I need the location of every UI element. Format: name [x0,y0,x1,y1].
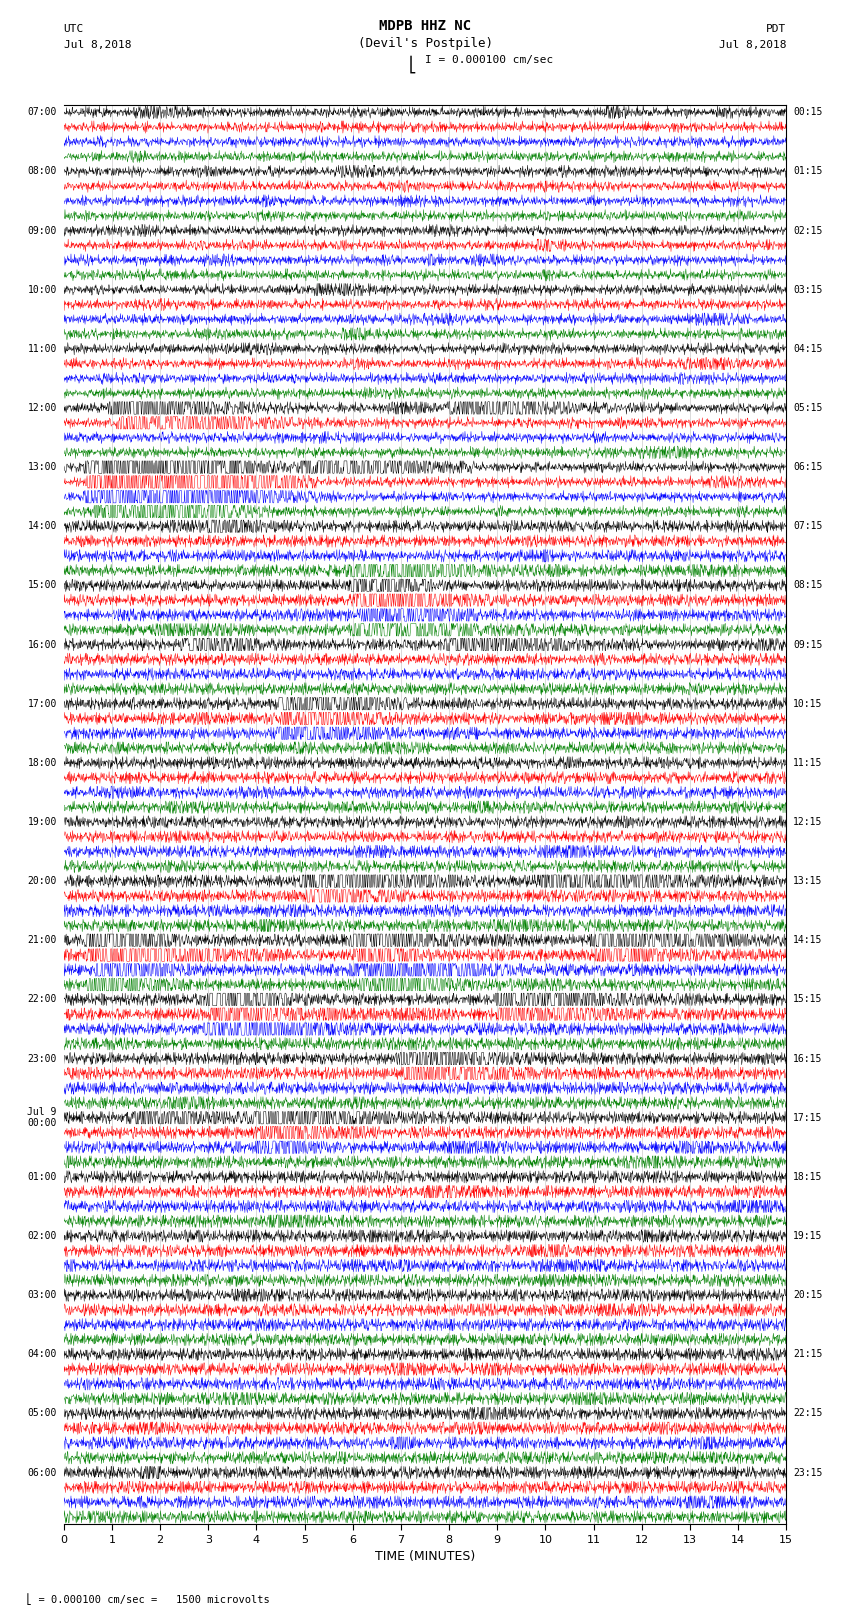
Text: 23:15: 23:15 [793,1468,823,1478]
Text: 11:00: 11:00 [27,344,57,353]
Text: 15:00: 15:00 [27,581,57,590]
Text: 13:15: 13:15 [793,876,823,886]
Text: 15:15: 15:15 [793,994,823,1005]
Text: 01:15: 01:15 [793,166,823,176]
Text: 16:15: 16:15 [793,1053,823,1063]
Text: 20:15: 20:15 [793,1290,823,1300]
Text: 23:00: 23:00 [27,1053,57,1063]
Text: 08:00: 08:00 [27,166,57,176]
Text: 19:15: 19:15 [793,1231,823,1240]
Text: 08:15: 08:15 [793,581,823,590]
Text: I = 0.000100 cm/sec: I = 0.000100 cm/sec [425,55,553,65]
Text: 02:15: 02:15 [793,226,823,235]
Text: 11:15: 11:15 [793,758,823,768]
Text: 10:00: 10:00 [27,284,57,295]
Text: 22:00: 22:00 [27,994,57,1005]
Text: 00:15: 00:15 [793,106,823,118]
Text: 18:15: 18:15 [793,1171,823,1182]
Text: 06:00: 06:00 [27,1468,57,1478]
Text: 20:00: 20:00 [27,876,57,886]
Text: (Devil's Postpile): (Devil's Postpile) [358,37,492,50]
Text: 21:00: 21:00 [27,936,57,945]
Text: Jul 8,2018: Jul 8,2018 [64,40,131,50]
Text: 12:00: 12:00 [27,403,57,413]
Text: 21:15: 21:15 [793,1348,823,1360]
Text: 10:15: 10:15 [793,698,823,708]
Text: 02:00: 02:00 [27,1231,57,1240]
Text: 03:00: 03:00 [27,1290,57,1300]
Text: 18:00: 18:00 [27,758,57,768]
Text: 14:15: 14:15 [793,936,823,945]
Text: 09:00: 09:00 [27,226,57,235]
Text: 14:00: 14:00 [27,521,57,531]
Text: 05:00: 05:00 [27,1408,57,1418]
Text: 17:15: 17:15 [793,1113,823,1123]
Text: 19:00: 19:00 [27,816,57,827]
Text: 16:00: 16:00 [27,639,57,650]
Text: 12:15: 12:15 [793,816,823,827]
Text: PDT: PDT [766,24,786,34]
Text: 01:00: 01:00 [27,1171,57,1182]
Text: 17:00: 17:00 [27,698,57,708]
Text: 03:15: 03:15 [793,284,823,295]
Text: 06:15: 06:15 [793,461,823,473]
Text: ⎣ = 0.000100 cm/sec =   1500 microvolts: ⎣ = 0.000100 cm/sec = 1500 microvolts [26,1594,269,1605]
Text: 22:15: 22:15 [793,1408,823,1418]
Text: UTC: UTC [64,24,84,34]
Text: Jul 8,2018: Jul 8,2018 [719,40,786,50]
X-axis label: TIME (MINUTES): TIME (MINUTES) [375,1550,475,1563]
Text: MDPB HHZ NC: MDPB HHZ NC [379,19,471,34]
Text: 09:15: 09:15 [793,639,823,650]
Text: 04:00: 04:00 [27,1348,57,1360]
Text: 13:00: 13:00 [27,461,57,473]
Text: Jul 9
00:00: Jul 9 00:00 [27,1107,57,1129]
Text: 05:15: 05:15 [793,403,823,413]
Text: 07:15: 07:15 [793,521,823,531]
Text: 07:00: 07:00 [27,106,57,118]
Text: ⎣: ⎣ [409,55,416,73]
Text: 04:15: 04:15 [793,344,823,353]
